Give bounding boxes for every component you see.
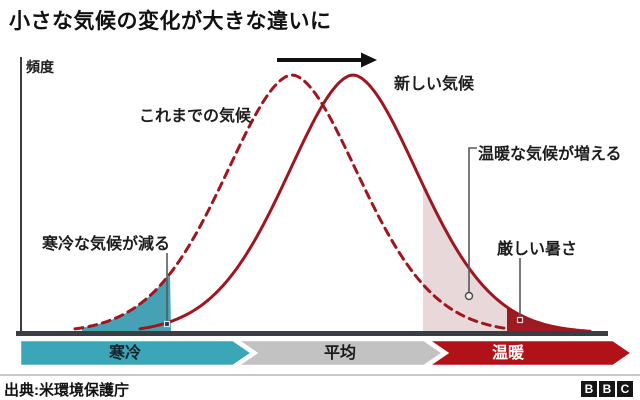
severe-heat-annotation: 厳しい暑さ (497, 241, 578, 258)
bbc-logo: B B C (581, 381, 633, 397)
bbc-logo-block: C (617, 381, 633, 397)
old-climate-label: これまでの気候 (139, 108, 252, 125)
annotation-marker (516, 316, 524, 324)
x-band-arrow (232, 338, 446, 368)
region-fill (82, 273, 171, 333)
bbc-logo-block: B (581, 381, 597, 397)
y-axis-label: 頻度 (26, 59, 54, 75)
annotation-connector (468, 147, 477, 292)
x-band-arrow (423, 338, 635, 368)
page-title: 小さな気候の変化が大きな違いに (9, 10, 332, 33)
annotation-marker (464, 291, 474, 301)
band-label-average: 平均 (323, 345, 357, 362)
more-warm-annotation: 温暖な気候が増える (478, 146, 622, 163)
region-fill (507, 307, 586, 333)
x-band-arrow (18, 338, 255, 368)
dashed-curve (73, 73, 507, 331)
footer-divider (0, 374, 640, 376)
band-label-cold: 寒冷 (108, 345, 142, 362)
solid-curve (138, 73, 592, 333)
bbc-logo-block: B (599, 381, 615, 397)
source-credit: 出典:米環境保護庁 (4, 382, 129, 399)
new-climate-label: 新しい気候 (394, 76, 475, 93)
annotation-marker (163, 320, 171, 328)
region-fill (423, 185, 586, 333)
shift-right-arrowhead (361, 52, 377, 68)
x-axis-line (16, 331, 608, 336)
band-label-warm: 温暖 (491, 345, 525, 362)
less-cold-annotation: 寒冷な気候が減る (42, 236, 171, 253)
